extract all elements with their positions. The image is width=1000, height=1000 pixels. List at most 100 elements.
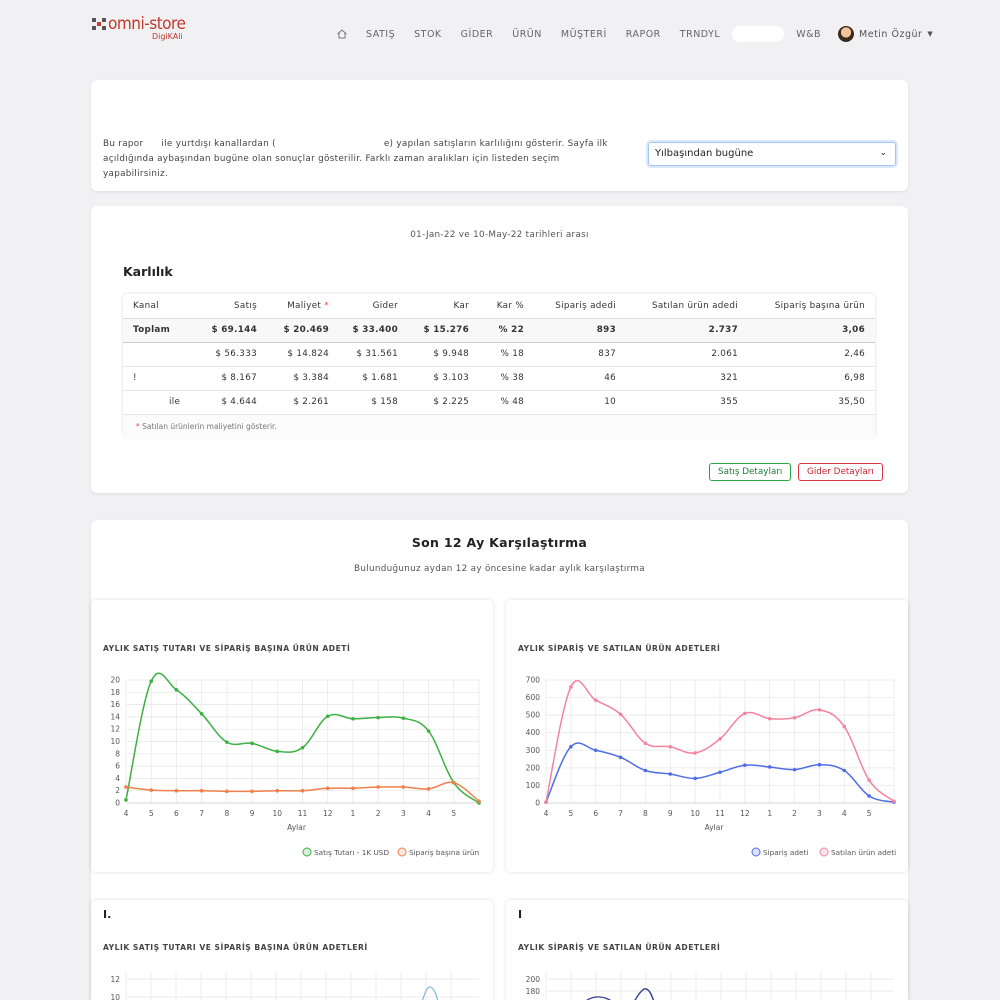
data-point — [867, 794, 871, 798]
table-cell: $ 31.561 — [339, 342, 408, 367]
table-cell: 2.737 — [626, 318, 748, 343]
table-cell: % 48 — [479, 390, 534, 415]
data-point — [351, 716, 355, 721]
table-cell: $ 14.824 — [267, 342, 339, 367]
chart-title: AYLIK SİPARİŞ VE SATILAN ÜRÜN ADETLERİ — [518, 943, 721, 952]
col-siparis-adedi[interactable]: Sipariş adedi — [534, 294, 626, 319]
x-tick-label: 3 — [817, 809, 822, 818]
col-siparis-basina[interactable]: Sipariş başına ürün — [748, 294, 875, 319]
y-tick-label: 200 — [526, 763, 541, 772]
sales-details-button[interactable]: Satış Detayları — [709, 463, 792, 481]
table-cell: 355 — [626, 390, 748, 415]
nav-item-wb[interactable]: W&B — [796, 28, 822, 40]
data-point — [426, 729, 431, 733]
date-range-select[interactable]: Yılbaşından bugüne ⌄ — [648, 142, 896, 166]
table-cell: ile — [123, 390, 199, 415]
legend-label: Satılan ürün adeti — [831, 848, 896, 857]
table-cell: $ 56.333 — [199, 342, 267, 367]
chart-heading: I — [518, 908, 523, 921]
x-tick-label: 3 — [401, 809, 406, 818]
legend-swatch — [819, 847, 829, 857]
nav-item-redacted[interactable] — [732, 26, 785, 42]
nav-item-rapor[interactable]: RAPOR — [625, 28, 661, 40]
comparison-card: Son 12 Ay Karşılaştırma Bulunduğunuz ayd… — [91, 520, 908, 1000]
x-tick-label: 8 — [643, 809, 648, 818]
nav-item-stok[interactable]: STOK — [414, 28, 442, 40]
user-menu[interactable]: Metin Özgür ▼ — [838, 26, 933, 42]
x-tick-label: 6 — [593, 809, 598, 818]
legend-swatch — [302, 847, 312, 857]
table-row: ! $ 8.167 $ 3.384 $ 1.681 $ 3.103 % 38 4… — [123, 366, 875, 391]
col-gider[interactable]: Gider — [339, 294, 408, 319]
table-header-row: Kanal Satış Maliyet * Gider Kar Kar % Si… — [123, 294, 875, 319]
data-point — [275, 749, 280, 754]
y-tick: 200 — [526, 975, 541, 984]
avatar — [838, 26, 855, 42]
select-value: Yılbaşından bugüne — [655, 148, 754, 159]
data-point — [149, 788, 154, 792]
nav-item-satis[interactable]: SATIŞ — [366, 28, 396, 40]
table-cell: $ 20.469 — [267, 318, 339, 343]
data-point — [618, 755, 623, 760]
data-point — [792, 767, 797, 772]
data-point — [124, 798, 128, 802]
data-point — [451, 780, 456, 785]
y-tick-label: 10 — [110, 737, 120, 746]
data-point — [325, 786, 330, 791]
chart-card-sales-2: I. AYLIK SATIŞ TUTARI VE SİPARİŞ BAŞINA … — [91, 900, 493, 1000]
x-tick-label: 12 — [740, 809, 750, 818]
data-point — [376, 785, 380, 789]
chart-card-orders-2: I AYLIK SİPARİŞ VE SATILAN ÜRÜN ADETLERİ… — [506, 900, 908, 1000]
table-cell: $ 4.644 — [199, 390, 267, 415]
intro-text: Bu rapor ile yurtdışı kanallardan (e) yap… — [103, 137, 623, 182]
data-point — [351, 786, 355, 791]
x-tick-label: 9 — [250, 809, 255, 818]
x-tick-label: 5 — [149, 809, 154, 818]
y-tick-label: 100 — [526, 781, 541, 790]
x-tick-label: 6 — [174, 809, 179, 818]
data-point — [668, 772, 673, 776]
col-satis[interactable]: Satış — [199, 294, 267, 319]
col-kanal[interactable]: Kanal — [123, 294, 199, 319]
main-nav: SATIŞ STOK GİDER ÜRÜN MÜŞTERİ RAPOR TRND… — [336, 26, 933, 42]
data-point — [817, 708, 822, 712]
intro-text-part: açıldığında aybaşından bugüne olan sonuç… — [103, 154, 560, 179]
brand-logo[interactable]: omni-store DigiKAli — [92, 14, 186, 41]
chart-title: AYLIK SATIŞ TUTARI VE SİPARİŞ BAŞINA ÜRÜ… — [103, 644, 351, 653]
table-cell: % 38 — [479, 366, 534, 391]
expense-details-button[interactable]: Gider Detayları — [798, 463, 883, 481]
table-cell — [123, 342, 199, 367]
table-cell: ! — [123, 366, 199, 391]
data-point — [693, 751, 697, 755]
data-point — [643, 768, 648, 773]
data-point — [275, 788, 280, 793]
legend-label: Satış Tutarı - 1K USD — [314, 848, 389, 857]
data-point — [477, 799, 481, 803]
x-tick-label: 12 — [323, 809, 333, 818]
data-point — [842, 724, 847, 729]
home-icon[interactable] — [336, 28, 348, 40]
x-tick-label: 2 — [376, 809, 381, 818]
nav-item-trndyl[interactable]: TRNDYL — [679, 28, 721, 40]
x-axis-label: Aylar — [287, 823, 307, 832]
table-cell: 35,50 — [748, 390, 875, 415]
x-tick-label: 11 — [298, 809, 308, 818]
nav-item-urun[interactable]: ÜRÜN — [512, 28, 542, 40]
chevron-down-icon: ⌄ — [879, 148, 887, 158]
nav-item-gider[interactable]: GİDER — [460, 28, 494, 40]
table-row-total: Toplam $ 69.144 $ 20.469 $ 33.400 $ 15.2… — [123, 318, 875, 343]
col-kar[interactable]: Kar — [408, 294, 479, 319]
table-cell: $ 69.144 — [199, 318, 267, 343]
data-point — [569, 685, 573, 689]
col-satilan-urun[interactable]: Satılan ürün adedi — [626, 294, 748, 319]
col-maliyet[interactable]: Maliyet * — [267, 294, 339, 319]
y-tick-label: 500 — [526, 711, 541, 720]
sales-line-chart-2: 12 10 — [110, 972, 479, 1000]
col-kar-yuzde[interactable]: Kar % — [479, 294, 534, 319]
profit-title: Karlılık — [123, 264, 173, 279]
table-cell: $ 9.948 — [408, 342, 479, 367]
nav-item-musteri[interactable]: MÜŞTERİ — [560, 28, 607, 40]
profit-table-wrap: Kanal Satış Maliyet * Gider Kar Kar % Si… — [123, 294, 875, 438]
x-axis-label: Aylar — [705, 823, 725, 832]
